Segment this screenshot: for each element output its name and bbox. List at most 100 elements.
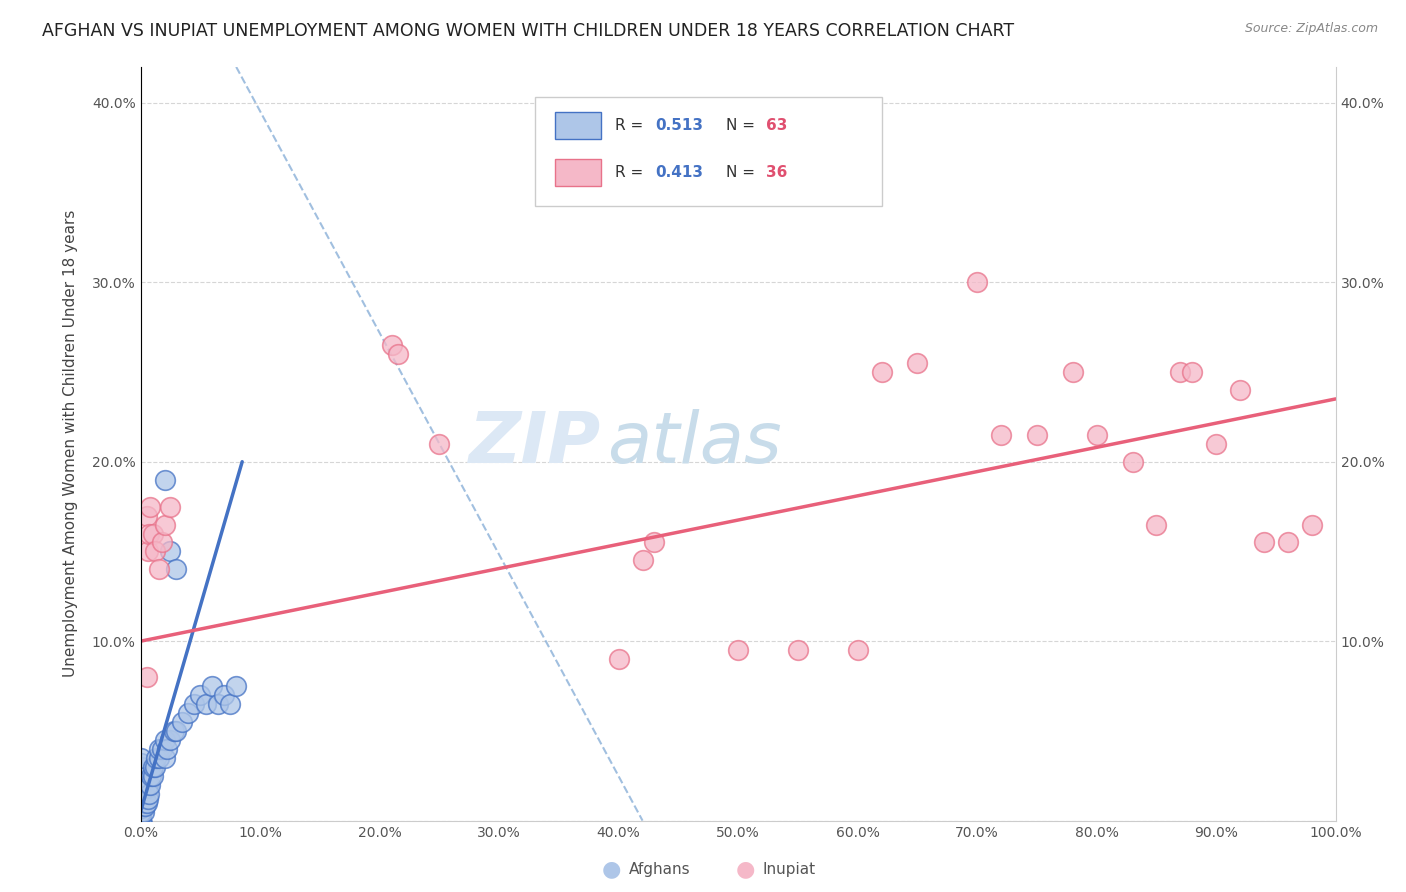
Text: ●: ● xyxy=(735,860,755,880)
Point xyxy=(387,347,409,361)
Point xyxy=(1277,535,1299,549)
Point xyxy=(129,814,152,828)
Text: atlas: atlas xyxy=(607,409,782,478)
Text: ●: ● xyxy=(602,860,621,880)
Point xyxy=(141,760,163,774)
Point xyxy=(966,275,988,289)
Point xyxy=(1170,365,1192,379)
Point xyxy=(153,732,176,747)
Point xyxy=(134,805,156,819)
Point xyxy=(129,805,152,819)
Point xyxy=(129,814,152,828)
Point xyxy=(129,765,152,780)
Point xyxy=(135,508,157,523)
Point xyxy=(1253,535,1275,549)
Point xyxy=(129,799,152,814)
Point xyxy=(159,732,181,747)
Point xyxy=(188,688,212,702)
Point xyxy=(129,814,152,828)
Point xyxy=(1181,365,1204,379)
Text: 0.513: 0.513 xyxy=(655,119,703,133)
Point xyxy=(129,792,152,806)
Point xyxy=(141,526,163,541)
Point xyxy=(214,688,236,702)
Point xyxy=(195,697,218,711)
Y-axis label: Unemployment Among Women with Children Under 18 years: Unemployment Among Women with Children U… xyxy=(63,211,77,677)
Point xyxy=(177,706,200,720)
Point xyxy=(129,814,152,828)
Point xyxy=(148,742,170,756)
Point xyxy=(141,769,163,783)
Point xyxy=(153,473,176,487)
Point xyxy=(787,643,810,657)
Point xyxy=(1229,383,1251,397)
Text: Inupiat: Inupiat xyxy=(762,863,815,877)
Point xyxy=(225,679,247,693)
Point xyxy=(153,751,176,765)
Text: Afghans: Afghans xyxy=(628,863,690,877)
Point xyxy=(129,814,152,828)
Point xyxy=(631,553,654,567)
Point xyxy=(846,643,869,657)
Text: ZIP: ZIP xyxy=(468,409,600,478)
Point xyxy=(136,544,159,558)
Point xyxy=(166,562,188,576)
Point xyxy=(139,778,162,792)
Point xyxy=(219,697,242,711)
Bar xyxy=(555,159,600,186)
Text: AFGHAN VS INUPIAT UNEMPLOYMENT AMONG WOMEN WITH CHILDREN UNDER 18 YEARS CORRELAT: AFGHAN VS INUPIAT UNEMPLOYMENT AMONG WOM… xyxy=(42,22,1014,40)
Point xyxy=(129,776,152,790)
Point xyxy=(129,783,152,797)
Point xyxy=(129,796,152,810)
Text: N =: N = xyxy=(727,165,761,180)
Point xyxy=(166,723,188,738)
Point xyxy=(148,751,170,765)
Point xyxy=(136,778,159,792)
Point xyxy=(427,437,450,451)
Point xyxy=(141,769,163,783)
Point xyxy=(135,670,157,684)
Point xyxy=(607,652,630,666)
Point xyxy=(129,760,152,774)
Bar xyxy=(555,112,600,139)
Point xyxy=(207,697,229,711)
Text: 0.413: 0.413 xyxy=(655,165,703,180)
Point xyxy=(129,756,152,771)
Point xyxy=(129,814,152,828)
Point xyxy=(870,365,893,379)
Point xyxy=(1144,517,1167,532)
Point xyxy=(129,787,152,801)
Point xyxy=(129,808,152,822)
Point xyxy=(1122,455,1144,469)
Point xyxy=(156,742,179,756)
Point xyxy=(143,760,166,774)
Point xyxy=(136,792,159,806)
FancyBboxPatch shape xyxy=(536,97,882,206)
Point xyxy=(135,796,157,810)
Point xyxy=(139,500,162,514)
Point xyxy=(134,796,156,810)
Text: N =: N = xyxy=(727,119,761,133)
Point xyxy=(135,781,157,796)
Point xyxy=(129,814,152,828)
Point xyxy=(1085,427,1108,442)
Point xyxy=(129,780,152,794)
Point xyxy=(129,801,152,815)
Point xyxy=(138,526,160,541)
Point xyxy=(129,790,152,805)
Point xyxy=(990,427,1012,442)
Point xyxy=(150,535,173,549)
Point xyxy=(1301,517,1323,532)
Text: 63: 63 xyxy=(766,119,787,133)
Point xyxy=(148,562,170,576)
Text: R =: R = xyxy=(614,119,648,133)
Point xyxy=(201,679,224,693)
Point xyxy=(134,799,156,814)
Point xyxy=(644,535,666,549)
Point xyxy=(134,787,156,801)
Point xyxy=(129,772,152,787)
Point xyxy=(138,787,160,801)
Point xyxy=(727,643,749,657)
Point xyxy=(1205,437,1227,451)
Point xyxy=(129,751,152,765)
